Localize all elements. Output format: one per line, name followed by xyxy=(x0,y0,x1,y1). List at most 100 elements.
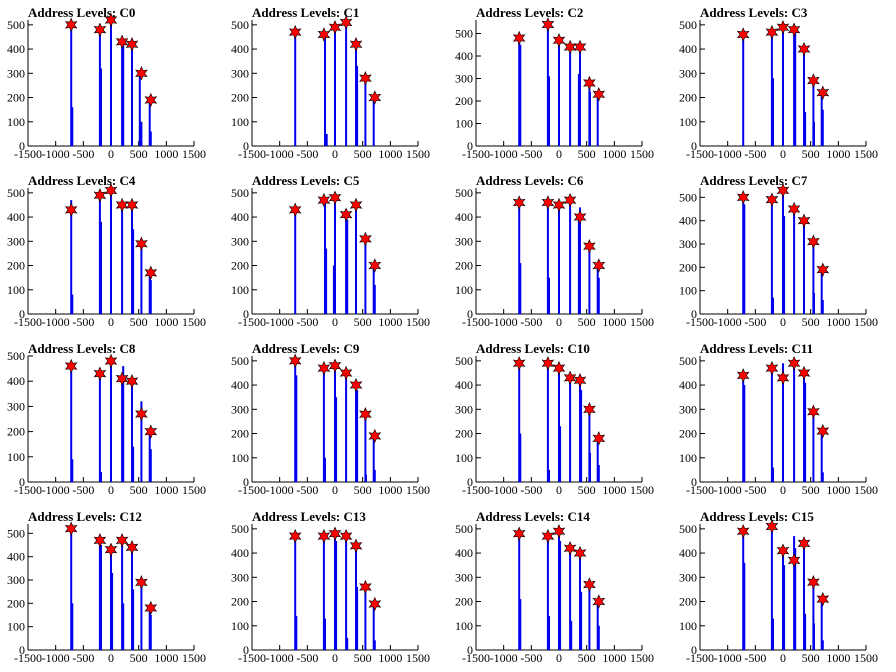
histogram-bar xyxy=(111,573,114,650)
peak-marker xyxy=(115,371,129,386)
y-tick-label: 100 xyxy=(231,451,249,465)
histogram-bar xyxy=(335,541,338,650)
peak-marker xyxy=(339,207,353,222)
x-tick-label: -1500 xyxy=(462,483,490,497)
histogram-bar xyxy=(148,431,151,482)
x-tick-label: 1000 xyxy=(826,651,850,665)
y-tick-label: 100 xyxy=(455,117,473,131)
x-tick-label: 500 xyxy=(130,147,148,161)
x-tick-label: 500 xyxy=(578,483,596,497)
x-tick-label: 0 xyxy=(556,483,562,497)
x-tick-label: -1500 xyxy=(238,315,266,329)
histogram-bar xyxy=(519,599,522,650)
peak-marker xyxy=(765,24,779,40)
x-tick-label: 500 xyxy=(802,483,820,497)
peak-marker xyxy=(64,17,78,33)
y-tick-label: 0 xyxy=(243,139,249,153)
peak-marker xyxy=(541,195,555,210)
peak-marker xyxy=(125,197,139,213)
histogram-bar xyxy=(580,591,583,650)
histogram-bar xyxy=(821,640,824,650)
histogram-bar xyxy=(346,637,349,650)
histogram-bar xyxy=(770,365,773,482)
y-tick-label: 200 xyxy=(679,260,697,274)
peak-marker xyxy=(552,524,566,539)
peak-marker xyxy=(776,543,790,558)
peak-marker xyxy=(807,234,820,249)
histogram-bar xyxy=(71,459,74,482)
y-tick-label: 500 xyxy=(679,18,697,32)
histogram-bar xyxy=(100,68,102,146)
histogram-bar xyxy=(334,531,336,650)
y-tick-label: 100 xyxy=(455,619,473,633)
y-tick-label: 400 xyxy=(231,378,249,392)
x-tick-label: -1000 xyxy=(42,651,70,665)
x-tick-label: 500 xyxy=(802,651,820,665)
x-tick-label: -500 xyxy=(744,315,766,329)
histogram-bar xyxy=(131,378,133,482)
y-tick-label: 100 xyxy=(231,283,249,297)
y-tick-label: 400 xyxy=(231,546,249,560)
histogram-bar xyxy=(772,78,774,146)
peak-marker xyxy=(349,197,363,213)
histogram-bar xyxy=(804,613,807,650)
x-tick-label: 500 xyxy=(802,315,820,329)
y-tick-label: 400 xyxy=(455,49,473,63)
histogram-bar xyxy=(519,263,522,314)
histogram-bar xyxy=(373,640,376,650)
histogram-bar xyxy=(794,548,797,650)
subplot-title: Address Levels: C5 xyxy=(252,173,360,188)
y-tick-label: 400 xyxy=(7,550,25,564)
y-tick-label: 200 xyxy=(7,425,25,439)
y-tick-label: 500 xyxy=(7,526,25,540)
peak-marker xyxy=(93,533,107,548)
y-tick-label: 300 xyxy=(7,66,25,80)
peak-marker xyxy=(541,356,555,371)
peak-marker xyxy=(592,87,606,102)
x-tick-label: 0 xyxy=(556,315,562,329)
histogram-bar xyxy=(324,202,326,314)
peak-marker xyxy=(135,66,148,81)
histogram-bar xyxy=(325,248,328,314)
histogram-bar xyxy=(558,40,560,147)
y-tick-label: 200 xyxy=(231,259,249,273)
y-tick-label: 400 xyxy=(7,374,25,388)
peak-marker xyxy=(573,209,587,225)
y-tick-label: 200 xyxy=(231,427,249,441)
histogram-bar xyxy=(596,94,599,147)
peak-marker xyxy=(288,528,302,544)
peak-marker xyxy=(736,524,750,539)
peak-marker xyxy=(573,545,587,561)
subplot-title: Address Levels: C13 xyxy=(252,509,366,524)
y-tick-label: 100 xyxy=(455,451,473,465)
histogram-bar xyxy=(324,457,326,482)
x-tick-label: 500 xyxy=(354,315,372,329)
histogram-bar xyxy=(589,452,591,482)
histogram-bar xyxy=(597,277,600,314)
peak-marker xyxy=(512,356,526,371)
x-tick-label: -500 xyxy=(744,147,766,161)
peak-marker xyxy=(512,195,526,210)
histogram-bar xyxy=(577,74,580,146)
peak-marker xyxy=(288,24,302,40)
x-tick-label: -1500 xyxy=(14,147,42,161)
x-tick-label: -500 xyxy=(296,315,318,329)
peak-marker xyxy=(339,528,353,544)
histogram-bar xyxy=(364,414,367,482)
x-tick-label: -500 xyxy=(520,651,542,665)
peak-marker xyxy=(93,188,107,203)
histogram-bar xyxy=(131,44,133,147)
histogram-bar xyxy=(110,549,112,650)
x-tick-label: 1000 xyxy=(826,483,850,497)
histogram-bar xyxy=(743,562,746,650)
histogram-bar xyxy=(121,205,124,314)
x-tick-label: 0 xyxy=(108,483,114,497)
histogram-bar xyxy=(803,543,805,650)
x-tick-label: -1500 xyxy=(462,315,490,329)
y-tick-label: 300 xyxy=(679,237,697,251)
histogram-bar xyxy=(132,229,135,314)
histogram-bar xyxy=(820,269,823,314)
peak-marker xyxy=(563,192,577,208)
x-tick-label: 1500 xyxy=(182,651,206,665)
subplot-title: Address Levels: C0 xyxy=(28,5,135,20)
